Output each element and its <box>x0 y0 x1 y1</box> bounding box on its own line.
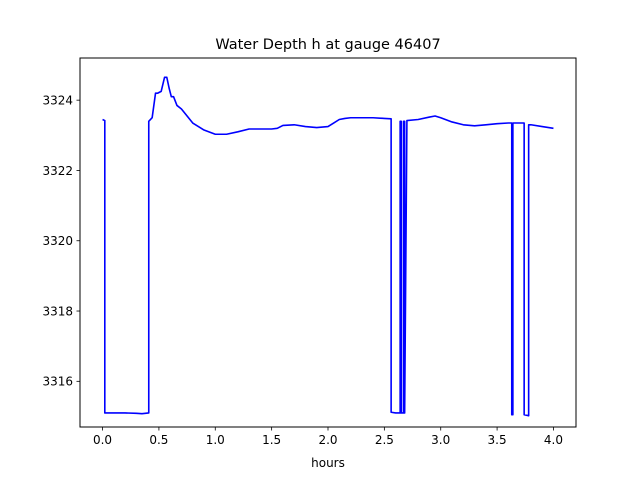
x-tick-label: 0.0 <box>93 433 112 447</box>
y-tick-label: 3318 <box>42 304 73 318</box>
x-tick-label: 3.0 <box>431 433 450 447</box>
y-tick-label: 3316 <box>42 375 73 389</box>
y-tick-label: 3322 <box>42 164 73 178</box>
y-tick-label: 3324 <box>42 93 73 107</box>
series-line-0 <box>102 76 554 417</box>
x-tick-label: 2.0 <box>318 433 337 447</box>
x-tick-label: 0.5 <box>149 433 168 447</box>
x-tick-label: 1.5 <box>262 433 281 447</box>
plot-area: 0.0 0.5 1.0 1.5 2.0 2.5 3.0 3.5 4.0 3316 3318 3320 3… <box>42 57 577 447</box>
x-tick-label: 4.0 <box>544 433 563 447</box>
chart-title: Water Depth h at gauge 46407 <box>215 37 440 53</box>
x-tick-label: 2.5 <box>375 433 394 447</box>
x-tick-label: 1.0 <box>206 433 225 447</box>
x-tick-label: 3.5 <box>488 433 507 447</box>
y-tick-label: 3320 <box>42 234 73 248</box>
x-axis-label: hours <box>311 456 345 470</box>
